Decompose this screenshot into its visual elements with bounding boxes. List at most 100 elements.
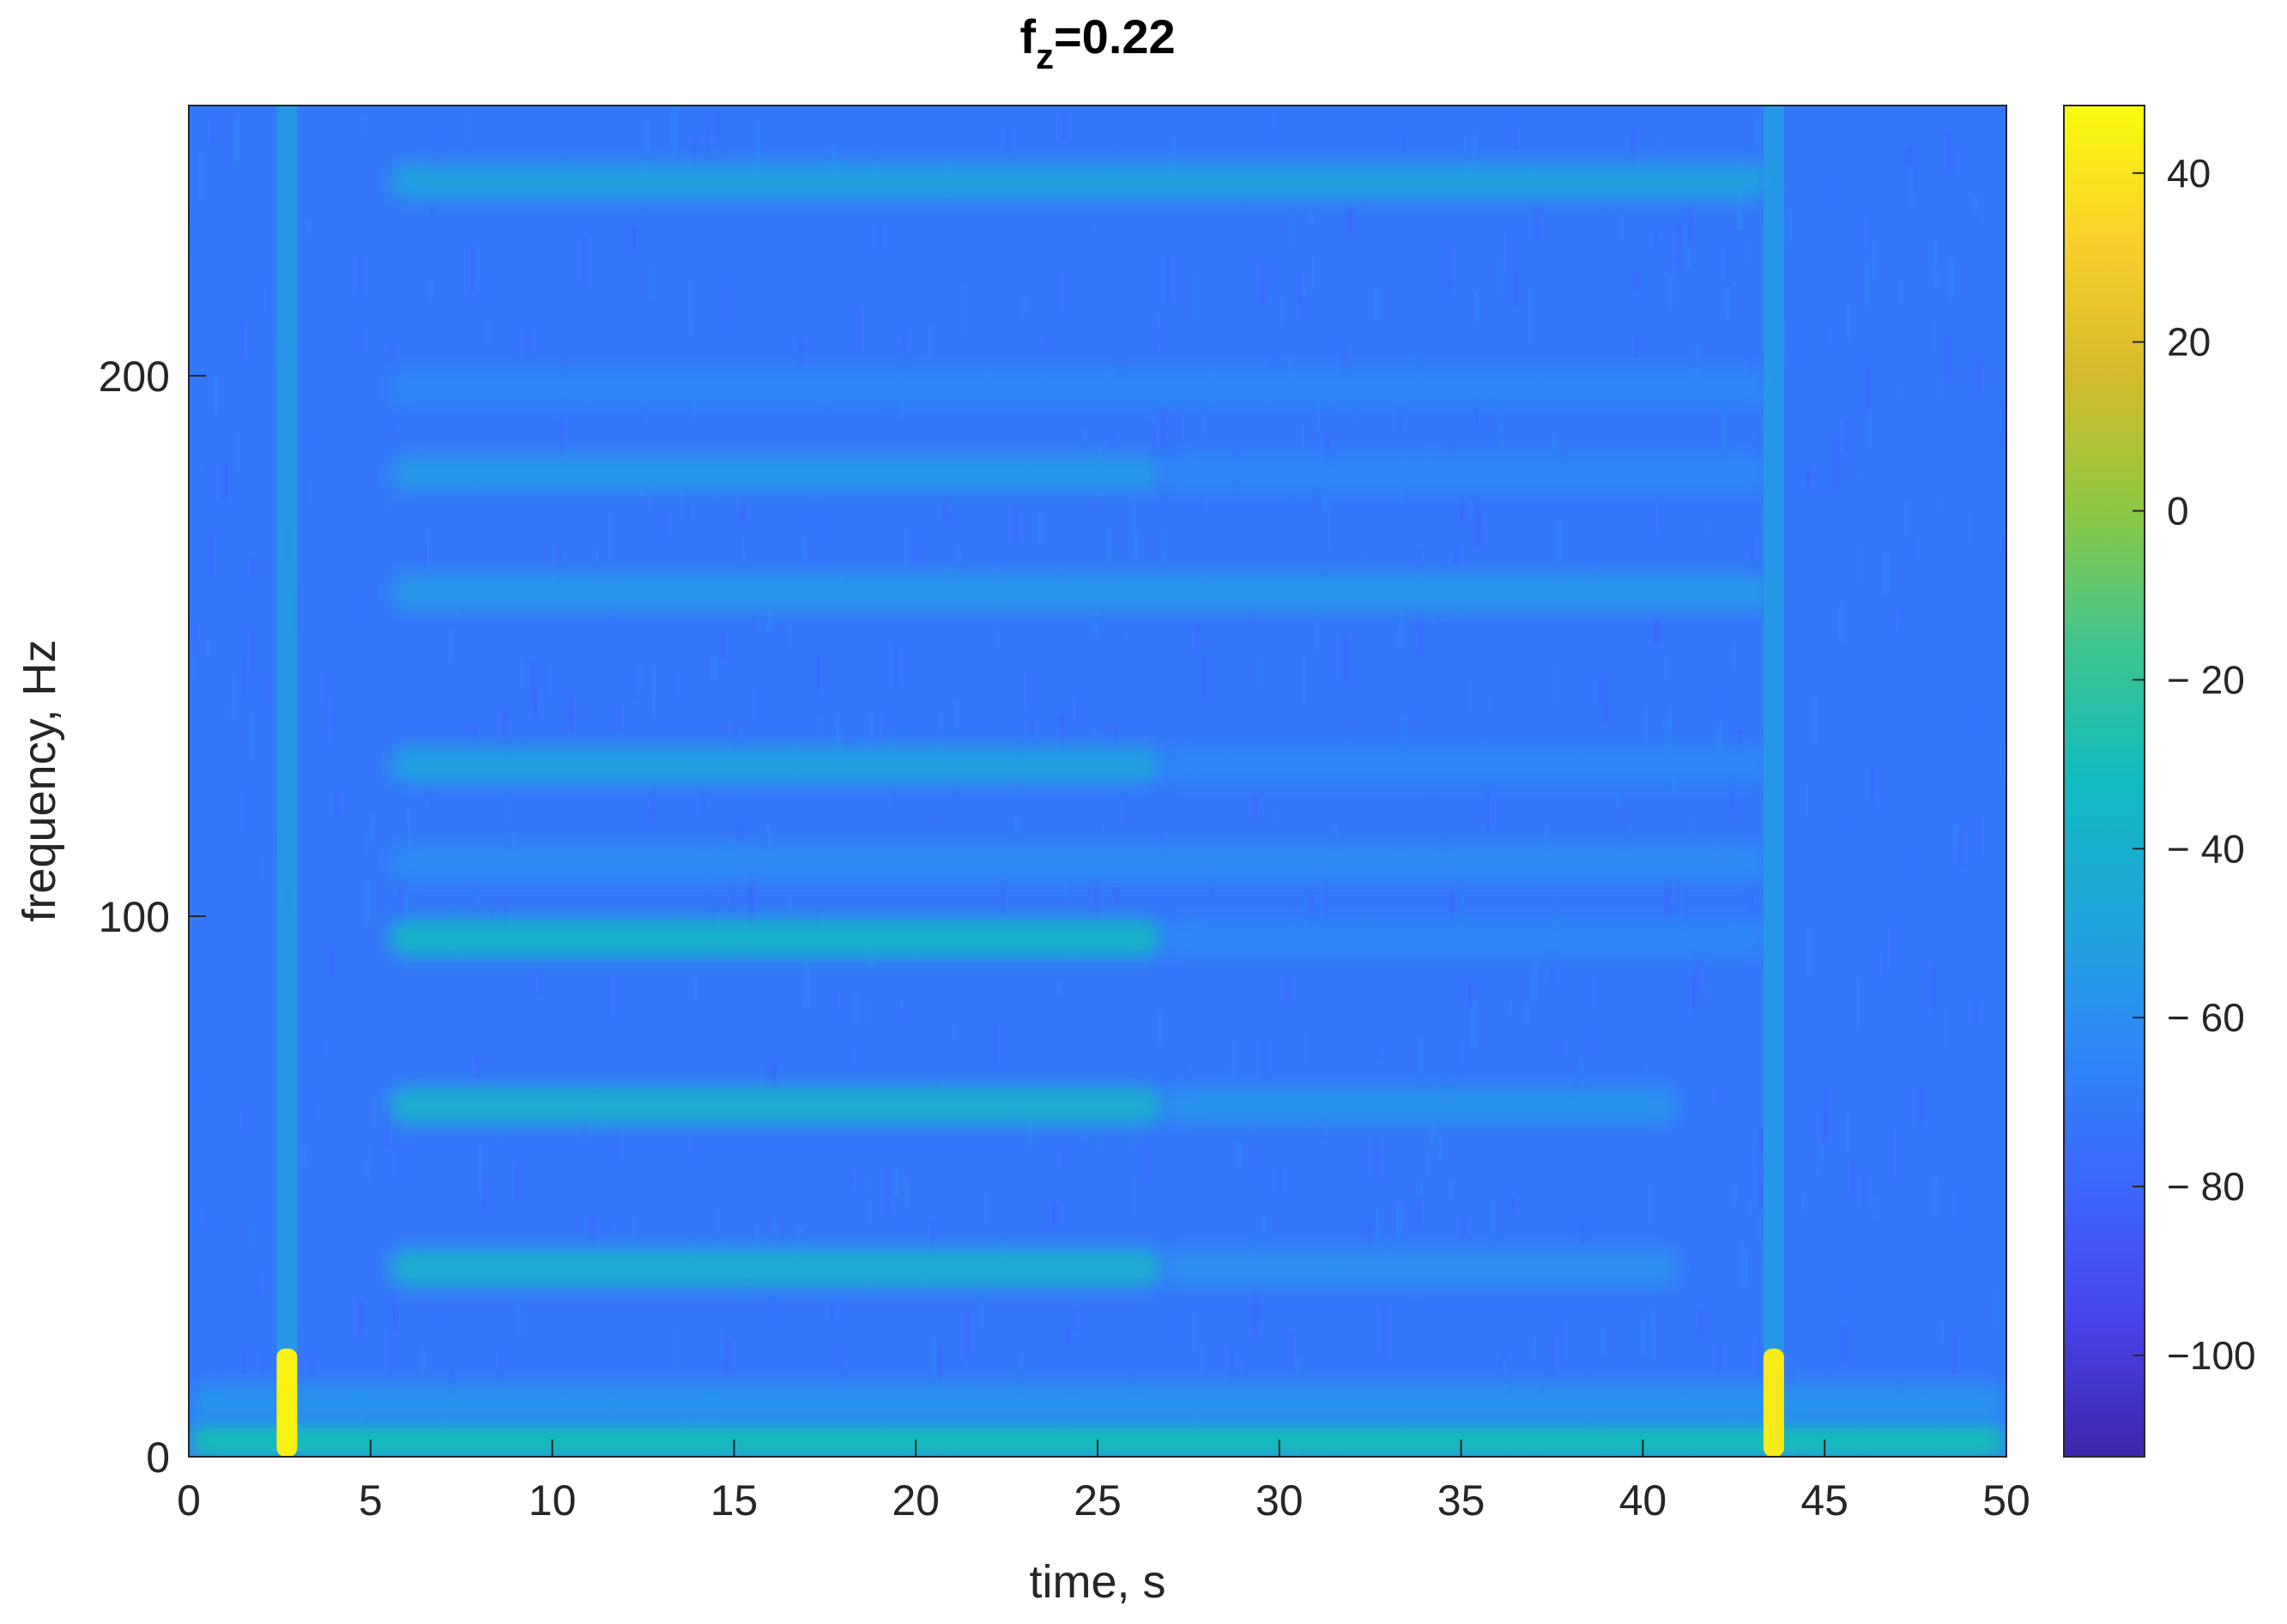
noise-speck xyxy=(1497,254,1503,299)
noise-speck xyxy=(1300,274,1307,299)
noise-speck xyxy=(1846,1113,1850,1156)
noise-speck xyxy=(1117,131,1121,173)
noise-speck xyxy=(717,1237,722,1256)
spectral-band xyxy=(388,919,1164,957)
noise-speck xyxy=(1485,689,1492,712)
noise-speck xyxy=(1506,232,1511,274)
noise-speck xyxy=(1675,226,1682,269)
noise-speck xyxy=(1290,488,1296,514)
noise-speck xyxy=(1322,1112,1326,1145)
transient-peak xyxy=(1763,1349,1784,1457)
noise-speck xyxy=(434,1298,439,1324)
noise-speck xyxy=(1824,322,1827,351)
noise-speck xyxy=(556,545,561,595)
noise-speck xyxy=(1343,715,1348,749)
noise-speck xyxy=(256,1272,259,1292)
noise-speck xyxy=(918,245,923,269)
noise-speck xyxy=(1461,1220,1467,1236)
noise-speck xyxy=(1801,1193,1806,1213)
noise-speck xyxy=(193,719,197,755)
noise-speck xyxy=(1868,406,1873,451)
noise-speck xyxy=(950,251,958,292)
noise-speck xyxy=(1736,191,1743,231)
noise-speck xyxy=(307,474,312,510)
noise-speck xyxy=(983,1186,989,1229)
noise-speck xyxy=(1467,981,1473,1007)
noise-speck xyxy=(1114,723,1119,749)
noise-speck xyxy=(1635,336,1639,359)
noise-speck xyxy=(1794,1361,1800,1379)
noise-speck xyxy=(1596,968,1601,1009)
noise-speck xyxy=(1947,1007,1952,1052)
noise-speck xyxy=(1059,715,1065,749)
noise-speck xyxy=(482,1174,487,1212)
noise-speck xyxy=(1550,945,1555,981)
noise-speck xyxy=(1534,1337,1537,1361)
noise-speck xyxy=(501,712,508,761)
noise-speck xyxy=(245,788,250,832)
noise-speck xyxy=(1903,501,1909,541)
noise-speck xyxy=(765,1065,771,1096)
noise-speck xyxy=(189,212,193,253)
noise-speck xyxy=(1957,831,1965,867)
noise-speck xyxy=(1056,980,1062,996)
noise-speck xyxy=(438,138,444,172)
noise-speck xyxy=(309,1355,316,1374)
noise-speck xyxy=(1302,656,1306,702)
noise-speck xyxy=(1275,1167,1282,1194)
noise-speck xyxy=(826,906,833,933)
noise-speck xyxy=(1023,295,1028,313)
noise-speck xyxy=(384,478,391,514)
noise-speck xyxy=(856,305,862,353)
noise-speck xyxy=(507,790,511,838)
noise-speck xyxy=(1686,201,1693,245)
noise-speck xyxy=(354,600,360,619)
noise-speck xyxy=(687,274,694,323)
noise-speck xyxy=(238,108,242,144)
noise-speck xyxy=(1026,721,1034,761)
noise-speck xyxy=(1531,952,1538,1003)
noise-speck xyxy=(234,258,238,275)
x-axis-label: time, s xyxy=(1029,1556,1165,1608)
noise-speck xyxy=(1073,1309,1077,1331)
noise-speck xyxy=(849,1170,852,1190)
noise-speck xyxy=(1871,769,1875,806)
noise-speck xyxy=(717,112,720,139)
noise-speck xyxy=(265,667,270,715)
x-tick-label: 50 xyxy=(1982,1476,2030,1524)
noise-speck xyxy=(1705,983,1710,1000)
noise-speck xyxy=(234,426,241,474)
noise-speck xyxy=(961,286,967,333)
noise-speck xyxy=(671,106,678,156)
noise-speck xyxy=(1401,716,1408,764)
noise-speck xyxy=(1975,812,1981,857)
noise-speck xyxy=(446,629,454,662)
y-tick-label: 0 xyxy=(146,1434,170,1482)
noise-speck xyxy=(631,621,637,637)
noise-speck xyxy=(724,1338,730,1373)
noise-speck xyxy=(1153,319,1158,353)
noise-speck xyxy=(978,227,985,261)
noise-speck xyxy=(299,1145,307,1167)
noise-speck xyxy=(731,724,738,751)
noise-speck xyxy=(1841,1126,1844,1174)
noise-speck xyxy=(1362,542,1368,574)
noise-speck xyxy=(234,117,240,166)
noise-speck xyxy=(1462,135,1467,184)
noise-speck xyxy=(1664,657,1668,685)
plot-area xyxy=(189,106,2006,1457)
spectral-band xyxy=(1163,919,1770,957)
noise-speck xyxy=(1497,408,1501,443)
noise-speck xyxy=(1849,1160,1856,1197)
noise-speck xyxy=(836,717,840,764)
noise-speck xyxy=(267,281,274,319)
noise-speck xyxy=(771,1210,777,1249)
x-tick-label: 30 xyxy=(1255,1476,1304,1524)
noise-speck xyxy=(430,773,433,806)
noise-speck xyxy=(1316,606,1320,653)
noise-speck xyxy=(1082,428,1088,460)
noise-speck xyxy=(1691,975,1696,1012)
noise-speck xyxy=(1649,1303,1656,1330)
noise-speck xyxy=(1346,210,1353,233)
noise-speck xyxy=(1855,468,1862,486)
